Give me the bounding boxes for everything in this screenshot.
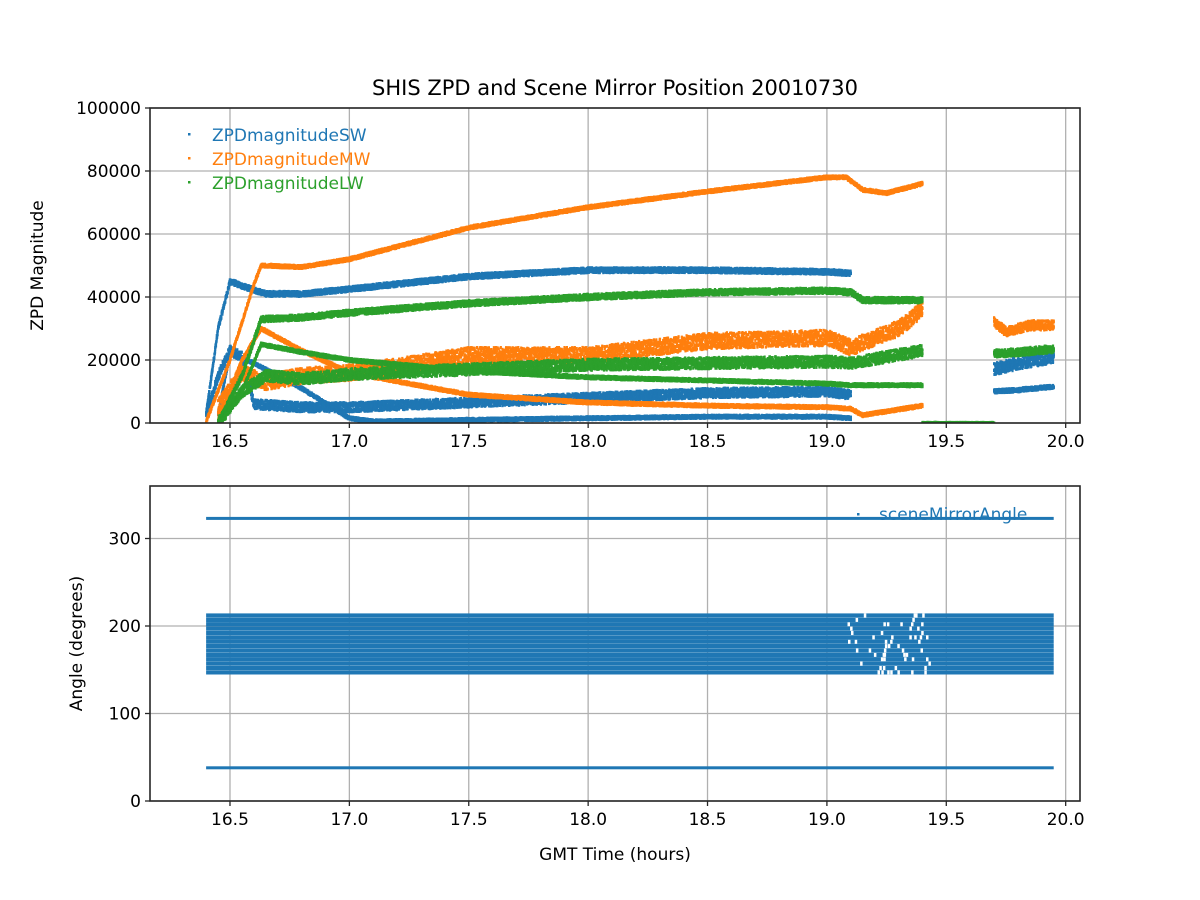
data-point	[227, 291, 229, 294]
data-point	[213, 356, 215, 359]
data-point	[226, 295, 228, 298]
data-point	[211, 373, 213, 376]
data-point	[210, 378, 212, 381]
data-point	[216, 339, 218, 342]
data-point	[215, 345, 217, 348]
data-point	[214, 351, 216, 354]
data-point	[217, 333, 219, 336]
data-point	[208, 390, 210, 393]
chart-figure: 16.5 17.0 17.5 18.0 18.5 19.0 19.5 20.0 0200004…	[0, 0, 1200, 900]
data-point	[212, 369, 214, 372]
data-point	[220, 315, 222, 318]
